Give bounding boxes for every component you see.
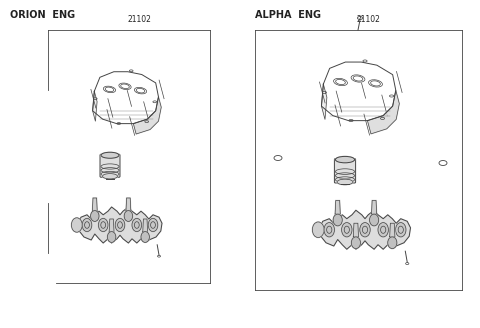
Ellipse shape — [337, 179, 353, 185]
Polygon shape — [320, 210, 410, 249]
Ellipse shape — [396, 223, 406, 237]
Ellipse shape — [108, 232, 116, 242]
Text: 21102: 21102 — [127, 15, 151, 24]
Ellipse shape — [98, 218, 108, 232]
Ellipse shape — [388, 237, 397, 249]
Ellipse shape — [369, 80, 383, 87]
Polygon shape — [133, 97, 161, 134]
Polygon shape — [322, 84, 327, 119]
Polygon shape — [353, 223, 359, 237]
Ellipse shape — [103, 174, 118, 179]
Ellipse shape — [134, 87, 146, 94]
Ellipse shape — [148, 218, 158, 232]
Text: ORION  ENG: ORION ENG — [10, 10, 75, 20]
Ellipse shape — [101, 152, 119, 158]
Ellipse shape — [115, 218, 125, 232]
Ellipse shape — [124, 211, 132, 221]
Polygon shape — [143, 219, 148, 232]
Ellipse shape — [378, 223, 388, 237]
Ellipse shape — [334, 78, 348, 86]
Ellipse shape — [91, 211, 99, 221]
Ellipse shape — [351, 75, 365, 82]
Ellipse shape — [72, 218, 82, 232]
Ellipse shape — [141, 232, 149, 242]
Ellipse shape — [119, 83, 131, 90]
Ellipse shape — [82, 218, 92, 232]
Polygon shape — [78, 207, 162, 243]
Polygon shape — [92, 198, 97, 211]
Ellipse shape — [370, 214, 379, 226]
FancyBboxPatch shape — [335, 159, 356, 183]
Polygon shape — [390, 223, 395, 237]
Polygon shape — [372, 200, 377, 214]
Ellipse shape — [351, 237, 360, 249]
Ellipse shape — [360, 223, 370, 237]
Polygon shape — [368, 91, 399, 134]
Text: ALPHA  ENG: ALPHA ENG — [255, 10, 321, 20]
Ellipse shape — [336, 156, 355, 163]
Text: 21102: 21102 — [357, 15, 381, 24]
Ellipse shape — [312, 222, 324, 237]
Ellipse shape — [132, 218, 142, 232]
Ellipse shape — [103, 86, 116, 92]
Polygon shape — [126, 198, 131, 211]
Ellipse shape — [333, 214, 342, 226]
Ellipse shape — [342, 223, 352, 237]
Polygon shape — [335, 200, 340, 214]
Polygon shape — [93, 91, 97, 121]
Ellipse shape — [324, 223, 335, 237]
Polygon shape — [109, 219, 114, 232]
FancyBboxPatch shape — [100, 154, 120, 177]
